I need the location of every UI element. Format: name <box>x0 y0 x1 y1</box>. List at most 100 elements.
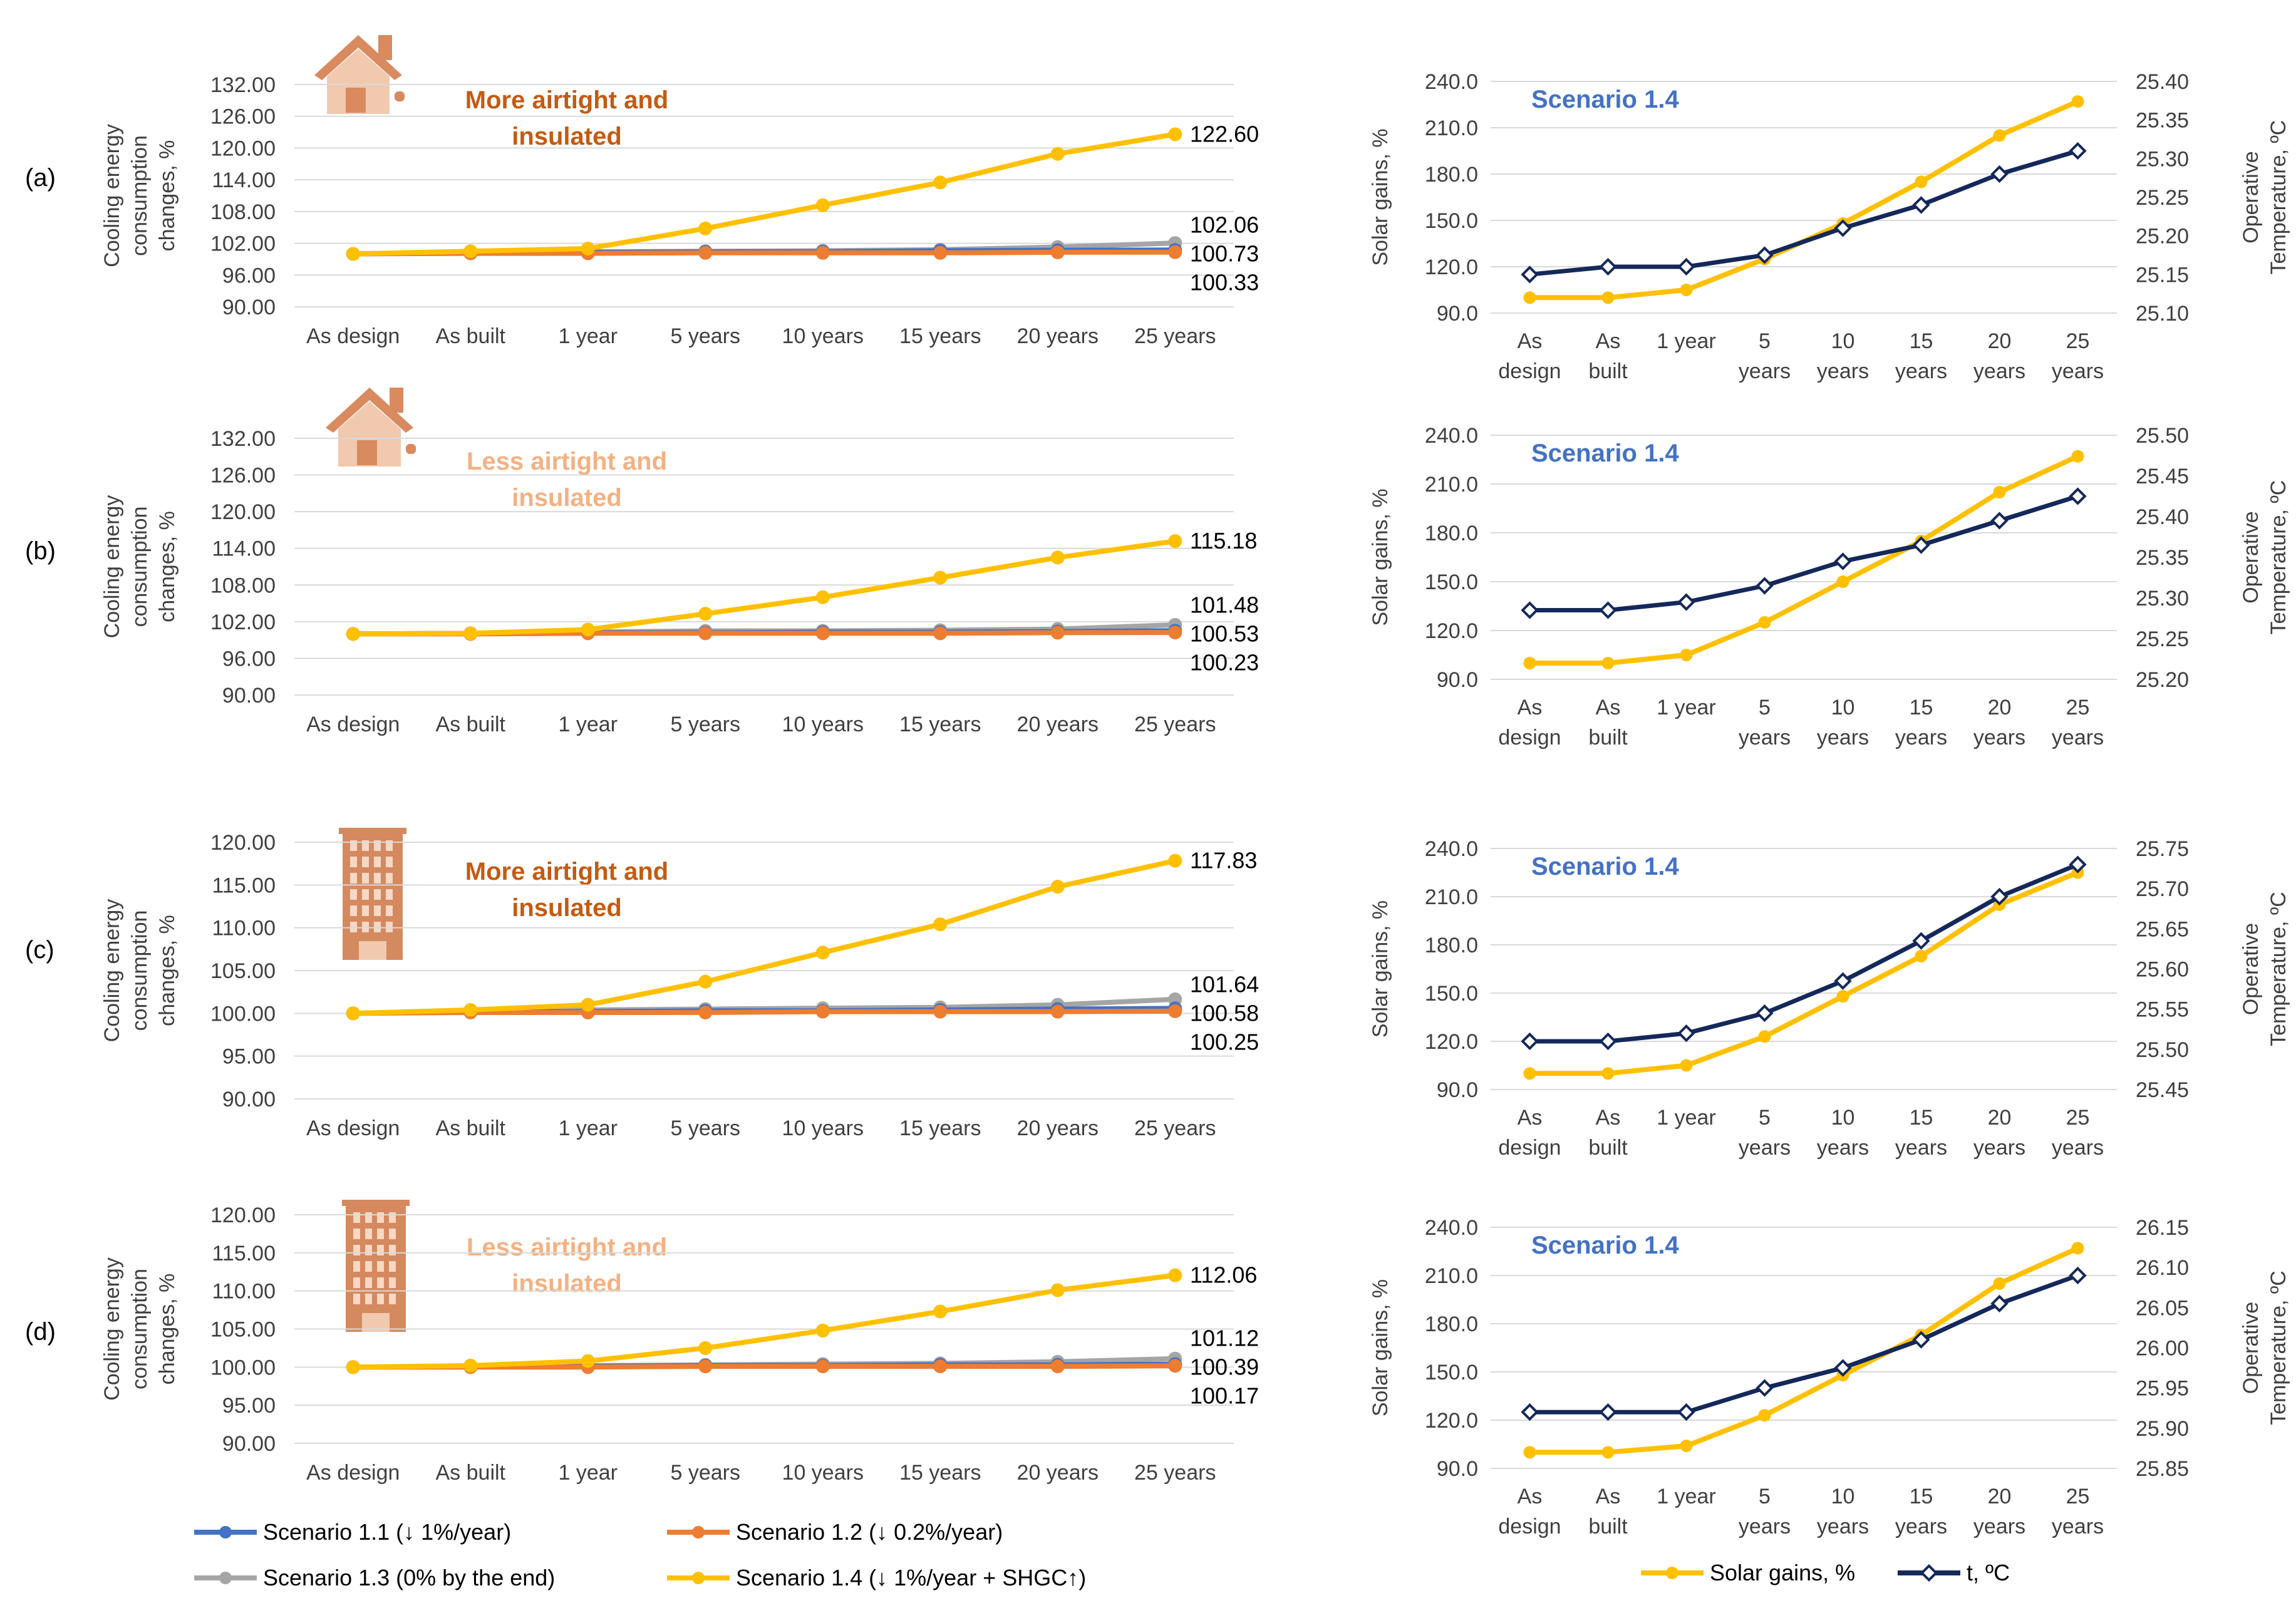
data-point <box>1680 649 1693 661</box>
window <box>374 840 381 851</box>
data-point <box>1756 1379 1774 1397</box>
x-tick-label: As design <box>306 1116 400 1140</box>
x-tick-label: built <box>1588 1136 1628 1160</box>
window <box>362 857 369 867</box>
data-point <box>581 242 595 256</box>
data-point <box>933 1004 948 1019</box>
y-axis-title: consumption <box>128 1269 152 1389</box>
panel-note: More airtight and <box>465 86 668 114</box>
y2-tick-label: 25.45 <box>2136 1078 2189 1102</box>
data-point <box>1168 1268 1182 1282</box>
panel-note: insulated <box>512 894 622 922</box>
window <box>350 905 357 916</box>
legend-label: Scenario 1.1 (↓ 1%/year) <box>263 1519 511 1545</box>
y-tick-label: 120.00 <box>210 831 276 855</box>
y-axis-title: Cooling energy <box>100 495 124 639</box>
x-tick-label: 15 years <box>899 1116 981 1140</box>
y2-axis-title: Operative <box>2239 1302 2263 1394</box>
y-tick-label: 210.0 <box>1425 116 1478 140</box>
house-icon <box>314 35 405 114</box>
y-tick-label: 120.00 <box>210 1203 276 1227</box>
y2-tick-label: 26.00 <box>2136 1337 2189 1361</box>
data-point <box>698 245 713 260</box>
legend-marker <box>692 1526 705 1538</box>
y2-tick-label: 25.50 <box>2136 1038 2189 1062</box>
data-point <box>1993 486 2006 498</box>
window <box>365 1245 372 1255</box>
data-point <box>815 1004 830 1019</box>
ornament <box>405 443 416 455</box>
x-tick-label: 10 years <box>782 1116 864 1140</box>
data-point <box>1836 990 1849 1003</box>
x-tick-label: 25 <box>2066 329 2090 353</box>
x-tick-label: 5 <box>1759 1485 1771 1508</box>
x-tick-label: 10 <box>1831 329 1855 353</box>
y2-axis-title: Operative <box>2239 151 2263 243</box>
y2-tick-label: 25.55 <box>2136 998 2189 1022</box>
x-tick-label: 25 years <box>1134 324 1216 348</box>
panel-note: insulated <box>512 123 622 150</box>
x-tick-label: 20 years <box>1017 1461 1099 1485</box>
x-tick-label: As <box>1596 1485 1621 1508</box>
data-point <box>581 1354 595 1368</box>
y-tick-label: 126.00 <box>210 105 276 129</box>
y-tick-label: 126.00 <box>210 464 276 488</box>
x-tick-label: 5 years <box>671 713 741 736</box>
x-tick-label: design <box>1498 359 1561 383</box>
data-label: 100.33 <box>1190 269 1259 295</box>
y-tick-label: 210.0 <box>1425 473 1478 497</box>
data-point <box>1990 1294 2009 1313</box>
x-tick-label: 20 <box>1988 696 2012 719</box>
y-tick-label: 180.0 <box>1425 934 1478 957</box>
window <box>350 840 357 851</box>
data-point <box>698 974 713 989</box>
x-tick-label: 10 years <box>782 324 864 348</box>
data-point <box>1990 512 2009 530</box>
x-tick-label: years <box>1973 726 2025 750</box>
window <box>386 905 393 916</box>
window <box>389 1261 396 1272</box>
data-point <box>1990 165 2009 183</box>
data-point <box>815 245 830 260</box>
x-tick-label: 25 years <box>1134 713 1216 736</box>
x-tick-label: 5 years <box>671 1461 741 1485</box>
data-point <box>1168 245 1182 259</box>
x-tick-label: years <box>2052 1515 2104 1538</box>
y-tick-label: 110.00 <box>212 1280 276 1304</box>
x-tick-label: years <box>1895 1515 1947 1538</box>
x-tick-label: 1 year <box>559 324 618 348</box>
data-label: 100.17 <box>1190 1383 1259 1408</box>
data-label: 100.73 <box>1190 240 1259 266</box>
y-tick-label: 108.00 <box>210 574 276 597</box>
x-tick-label: design <box>1498 1515 1561 1538</box>
legend-item: t, ºC <box>1898 1560 2010 1585</box>
y-tick-label: 96.00 <box>222 264 276 287</box>
data-point <box>463 1002 478 1017</box>
y-tick-label: 90.00 <box>222 296 276 319</box>
data-point <box>1168 534 1182 549</box>
x-tick-label: 10 years <box>782 713 864 736</box>
data-label: 100.39 <box>1190 1354 1259 1379</box>
roofline <box>339 828 406 834</box>
data-point <box>815 1323 830 1337</box>
x-tick-label: 5 <box>1759 696 1771 719</box>
chart-title: Scenario 1.4 <box>1531 440 1679 467</box>
door <box>346 88 366 113</box>
panel-label: (c) <box>25 936 54 964</box>
y-axis-title: Cooling energy <box>100 124 124 267</box>
x-tick-label: built <box>1588 1515 1628 1538</box>
data-point <box>1168 853 1182 868</box>
x-tick-label: 1 year <box>1657 1485 1716 1508</box>
series-line <box>350 858 1178 1016</box>
data-point <box>1758 1409 1771 1422</box>
window <box>353 1294 360 1304</box>
y-axis-title: changes, % <box>155 915 179 1026</box>
window <box>386 873 393 884</box>
panel-note: insulated <box>512 484 622 512</box>
window <box>377 1261 384 1272</box>
data-point <box>933 570 948 585</box>
data-point <box>1050 147 1065 161</box>
data-label: 100.23 <box>1190 649 1259 675</box>
x-tick-label: years <box>1973 1515 2025 1538</box>
x-tick-label: As <box>1518 329 1543 353</box>
